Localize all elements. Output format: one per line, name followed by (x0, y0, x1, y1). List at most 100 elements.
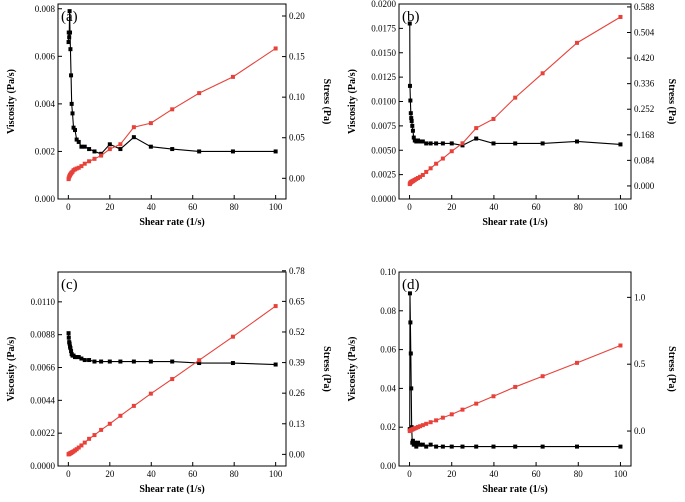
stress-data-point (575, 360, 580, 365)
viscosity-data-point (513, 444, 518, 449)
y-left-tick-label: 0.004 (35, 99, 56, 109)
viscosity-data-point (575, 444, 580, 449)
viscosity-data-point (407, 83, 412, 88)
x-tick-label: 20 (447, 202, 457, 212)
stress-data-point (107, 147, 112, 152)
viscosity-data-point (407, 21, 412, 26)
stress-data-point (230, 334, 235, 339)
viscosity-data-point (66, 335, 71, 340)
y-left-axis-label: Viscosity (Pa/s) (347, 337, 358, 402)
y-left-tick-label: 0.0100 (371, 97, 396, 107)
y-right-tick-label: 0.65 (289, 296, 305, 306)
stress-data-point (618, 343, 623, 348)
chart-panel-4: 0 20 40 60 80 100 0.00 0.02 0.04 0.06 0.08 0.10 0.0 0… (347, 267, 677, 495)
x-tick-label: 40 (147, 469, 157, 479)
x-tick-label: 0 (407, 202, 412, 212)
y-right-axis-label: Stress (Pa) (321, 346, 332, 392)
stress-data-point (418, 174, 423, 179)
stress-data-point (131, 403, 136, 408)
stress-data-point (87, 436, 92, 441)
x-tick-label: 60 (532, 469, 542, 479)
y-left-tick-label: 0.02 (380, 422, 396, 432)
x-tick-label: 80 (230, 469, 240, 479)
viscosity-data-point (67, 9, 72, 14)
viscosity-data-point (428, 141, 433, 146)
stress-data-point (273, 304, 278, 309)
stress-data-point (434, 418, 439, 423)
viscosity-data-point (74, 355, 79, 360)
viscosity-data-point (68, 47, 73, 52)
y-left-tick-label: 0.0050 (371, 145, 396, 155)
stress-data-point (131, 125, 136, 130)
viscosity-data-point (410, 123, 415, 128)
stress-data-point (148, 391, 153, 396)
viscosity-series-line (68, 11, 276, 155)
y-left-tick-label: 0.002 (35, 146, 55, 156)
viscosity-data-point (170, 359, 175, 364)
viscosity-data-point (197, 361, 202, 366)
stress-data-point (74, 447, 79, 452)
viscosity-data-point (170, 147, 175, 152)
viscosity-data-point (66, 331, 71, 336)
stress-data-point (82, 440, 87, 445)
viscosity-data-point (440, 141, 445, 146)
viscosity-data-point (420, 139, 425, 144)
y-left-tick-label: 0.0125 (371, 72, 396, 82)
stress-data-point (434, 161, 439, 166)
stress-data-point (460, 141, 465, 146)
viscosity-data-point (76, 355, 81, 360)
x-axis-label: Shear rate (1/s) (139, 484, 204, 495)
y-right-tick-label: 0.084 (634, 155, 655, 165)
y-right-axis-label: Stress (Pa) (321, 79, 332, 125)
viscosity-data-point (71, 125, 76, 130)
viscosity-data-point (408, 98, 413, 103)
y-right-tick-label: 0.420 (634, 53, 655, 63)
viscosity-data-point (618, 142, 623, 147)
y-right-tick-label: 0.39 (289, 358, 305, 368)
stress-data-point (428, 166, 433, 171)
viscosity-data-point (474, 444, 479, 449)
stress-data-point (230, 74, 235, 79)
viscosity-data-point (418, 442, 423, 447)
x-tick-label: 20 (447, 469, 457, 479)
y-right-tick-label: 0.168 (634, 130, 655, 140)
viscosity-data-point (131, 359, 136, 364)
viscosity-data-point (230, 361, 235, 366)
stress-data-point (420, 172, 425, 177)
viscosity-data-point (82, 144, 87, 149)
x-tick-label: 100 (614, 202, 628, 212)
viscosity-data-point (79, 144, 84, 149)
stress-data-point (474, 126, 479, 131)
viscosity-data-point (409, 386, 414, 391)
viscosity-data-point (87, 147, 92, 152)
stress-data-point (76, 165, 81, 170)
viscosity-data-point (575, 139, 580, 144)
viscosity-data-point (92, 359, 97, 364)
viscosity-data-point (415, 440, 420, 445)
stress-data-point (197, 91, 202, 96)
y-right-tick-label: 0.252 (634, 104, 654, 114)
viscosity-data-point (491, 141, 496, 146)
viscosity-data-point (118, 359, 123, 364)
stress-data-point (197, 358, 202, 363)
viscosity-data-point (69, 101, 74, 106)
x-axis-label: Shear rate (1/s) (482, 217, 547, 228)
y-left-tick-label: 0.006 (35, 51, 56, 61)
plot-frame (398, 271, 632, 467)
x-tick-label: 60 (532, 202, 542, 212)
viscosity-data-point (513, 141, 518, 146)
viscosity-data-point (411, 135, 416, 140)
viscosity-data-point (68, 346, 73, 351)
x-tick-label: 60 (188, 202, 198, 212)
stress-data-point (618, 14, 623, 19)
plot-frame (398, 3, 632, 200)
stress-data-point (87, 159, 92, 164)
stress-data-point (474, 401, 479, 406)
viscosity-data-point (148, 144, 153, 149)
viscosity-data-point (148, 359, 153, 364)
y-left-tick-label: 0.008 (35, 4, 56, 14)
stress-data-point (513, 95, 518, 100)
x-tick-label: 80 (574, 469, 584, 479)
y-right-tick-label: 0.0 (634, 426, 646, 436)
